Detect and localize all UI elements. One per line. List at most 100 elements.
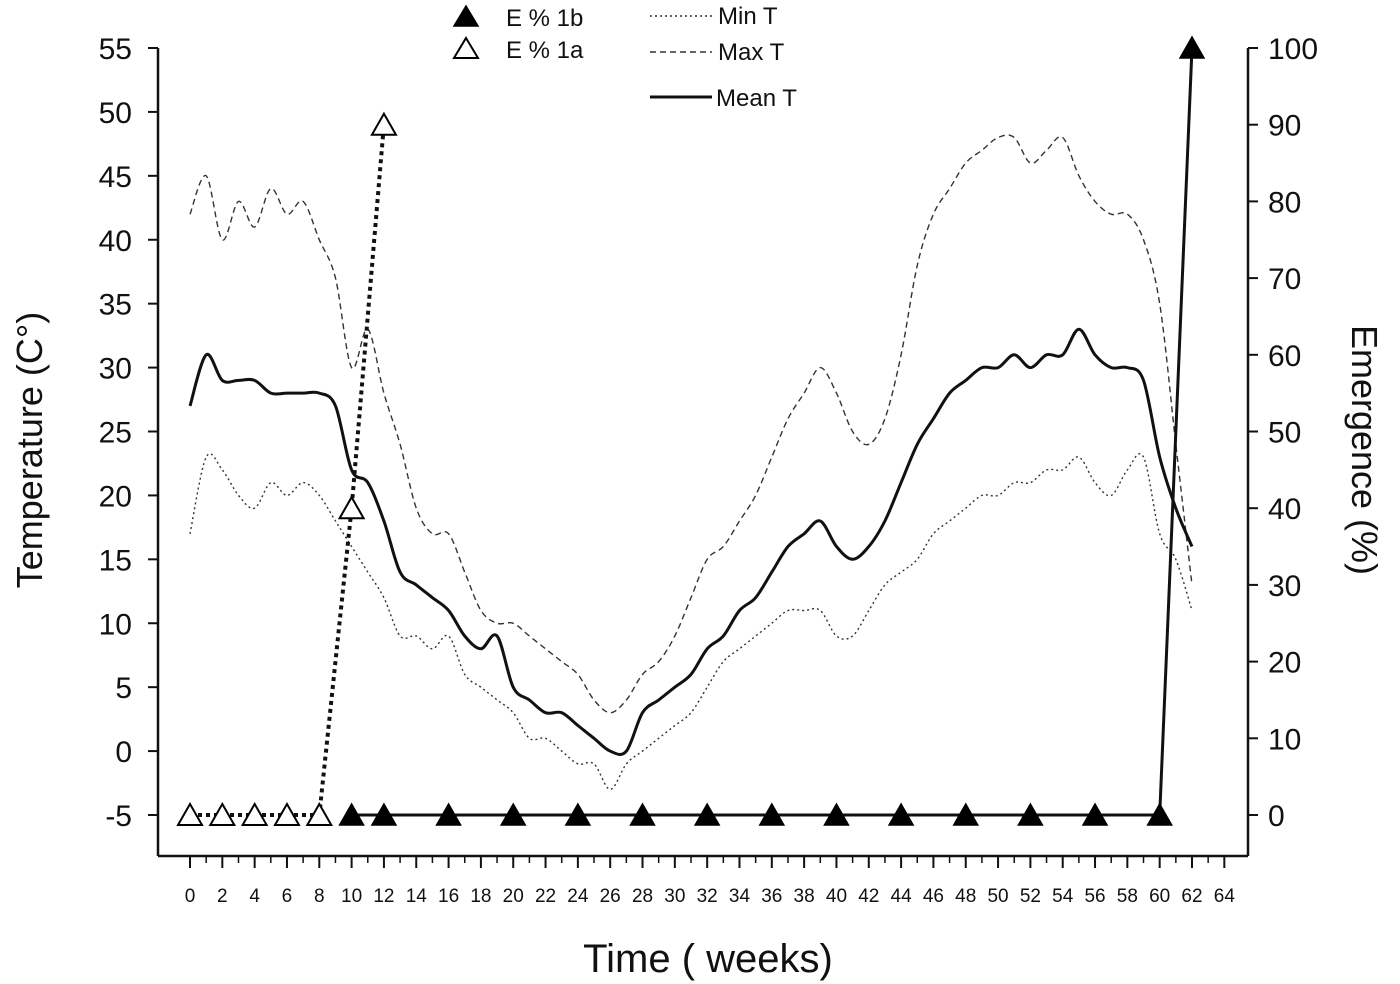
x-tick-label: 2 [217,886,228,907]
x-tick-label: 40 [826,886,847,907]
x-tick-label: 62 [1181,886,1202,907]
x-tick-label: 50 [987,886,1008,907]
emergence-marker-e1a [370,111,398,136]
emergence-marker-e1b [1146,802,1173,826]
x-tick-label: 26 [600,886,621,907]
x-tick-label: 48 [955,886,976,907]
emergence-marker-e1b [758,802,786,826]
x-tick-label: 58 [1117,886,1138,907]
y-right-tick-label: 60 [1268,340,1301,373]
x-tick-label: 60 [1149,886,1170,907]
emergence-marker-e1b [370,802,398,826]
emergence-marker-e1b [952,802,980,826]
legend-label-e1b: E % 1b [506,5,583,32]
y-left-tick-label: 30 [99,353,132,386]
x-tick-label: 28 [632,886,653,907]
y-left-axis-title: Temperature (C°) [9,312,50,588]
y-left-tick-label: 20 [99,480,132,513]
y-right-tick-label: 80 [1268,186,1301,219]
y-left-tick-label: 15 [99,544,132,577]
y-left-tick-label: 10 [99,608,132,641]
x-tick-label: 24 [567,886,589,907]
emergence-marker-e1b [1178,35,1206,59]
emergence-marker-e1a [208,801,237,826]
y-left-tick-label: -5 [105,800,132,833]
x-tick-label: 38 [794,886,815,907]
y-right-tick-label: 20 [1268,647,1301,680]
emergence-marker-e1a [337,495,366,520]
y-left-tick-label: 25 [99,417,132,450]
x-tick-label: 12 [373,886,394,907]
y-left-tick-label: 0 [115,736,132,769]
legend-label-max-t: Max T [718,39,785,66]
y-right-tick-label: 40 [1268,493,1301,526]
x-tick-label: 36 [761,886,782,907]
x-tick-label: 8 [314,886,325,907]
x-tick-label: 4 [249,886,260,907]
x-tick-label: 0 [185,886,196,907]
x-tick-label: 22 [535,886,556,907]
x-tick-label: 64 [1214,886,1236,907]
y-right-tick-label: 70 [1268,263,1301,296]
y-right-tick-label: 30 [1268,570,1301,603]
x-tick-label: 56 [1084,886,1105,907]
x-axis-title: Time ( weeks) [583,937,833,981]
y-right-tick-label: 90 [1268,110,1301,143]
emergence-line-e1b [351,47,1194,817]
x-tick-label: 34 [729,886,751,907]
x-tick-label: 16 [438,886,459,907]
x-tick-label: 44 [891,886,913,907]
y-left-tick-label: 35 [99,289,132,322]
x-tick-label: 42 [858,886,879,907]
x-tick-label: 18 [470,886,491,907]
ticks-group: -505101520253035404550550102030405060708… [99,33,1318,907]
legend-marker-e1b [452,4,480,27]
emergence-marker-e1b [1081,802,1109,826]
emergence-line-e1a [190,124,386,817]
emergence-marker-e1b [629,802,656,826]
emergence-marker-e1b [499,802,527,826]
x-tick-label: 52 [1020,886,1041,907]
x-tick-label: 30 [664,886,685,907]
emergence-marker-e1b [693,802,721,826]
y-left-tick-label: 40 [99,225,132,258]
series-line-min_t [189,452,1193,791]
y-right-axis-title: Emergence (%) [1344,325,1385,575]
emergence-marker-e1a [240,801,269,826]
x-tick-label: 46 [923,886,944,907]
legend-label-e1a: E % 1a [506,37,584,64]
y-left-tick-label: 5 [115,672,132,705]
legend-label-mean-t: Mean T [716,85,797,112]
emergence-marker-e1b [564,802,592,826]
emergence-marker-e1b [338,802,365,826]
emergence-group [176,35,1206,826]
series-line-mean_t [188,327,1194,756]
emergence-marker-e1b [823,802,850,826]
x-tick-label: 54 [1052,886,1074,907]
emergence-marker-e1a [176,801,204,826]
emergence-marker-e1a [305,801,334,826]
emergence-marker-e1b [435,802,462,826]
series-group [188,134,1194,791]
x-tick-label: 10 [341,886,362,907]
axes-group [156,48,1250,858]
x-tick-label: 6 [282,886,293,907]
y-right-tick-label: 0 [1268,800,1285,833]
legend-marker-e1a [452,36,480,59]
x-tick-label: 20 [503,886,524,907]
y-right-tick-label: 100 [1268,33,1318,66]
legend: E % 1b E % 1a Min T Max T Mean T [452,3,797,112]
y-right-tick-label: 10 [1268,723,1301,756]
emergence-marker-e1a [273,801,301,826]
emergence-marker-e1b [887,802,915,826]
y-left-tick-label: 45 [99,161,132,194]
legend-label-min-t: Min T [718,3,778,30]
series-line-max_t [189,134,1193,714]
y-right-tick-label: 50 [1268,417,1301,450]
emergence-marker-e1b [1017,802,1044,826]
x-tick-label: 14 [406,886,428,907]
x-tick-label: 32 [697,886,718,907]
y-left-tick-label: 50 [99,97,132,130]
